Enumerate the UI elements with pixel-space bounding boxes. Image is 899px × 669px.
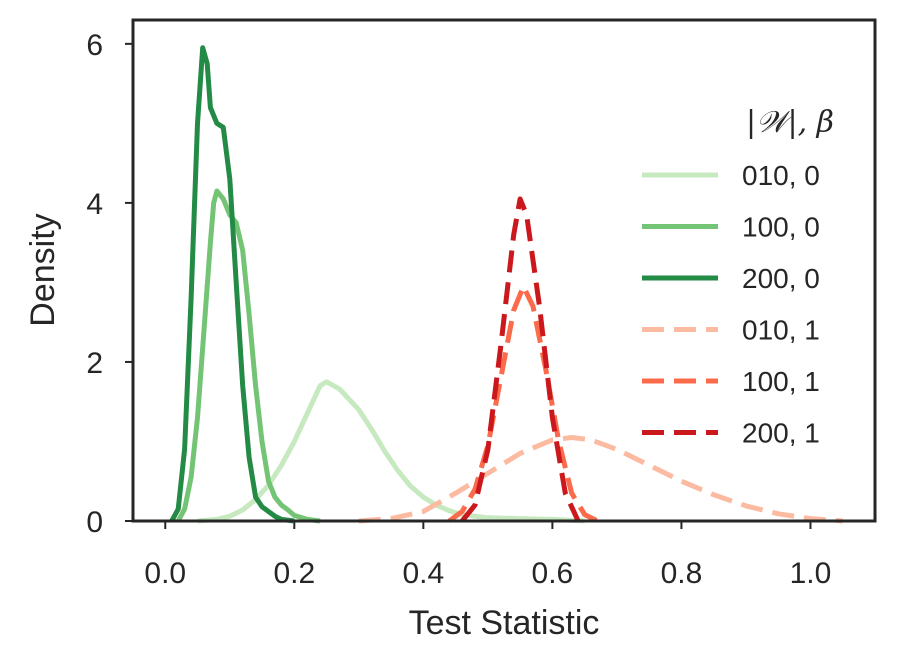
x-axis-label: Test Statistic — [409, 604, 600, 642]
legend: |𝒲|, β 010, 0 100, 0 200, 0 010, 1 100, 1 200… — [642, 105, 834, 449]
legend-label-0: 010, 0 — [742, 160, 820, 191]
series-line-3 — [358, 435, 843, 524]
y-tick-label: 4 — [86, 188, 103, 221]
y-tick-label: 6 — [86, 29, 103, 62]
x-tick-label: 0.0 — [144, 557, 186, 590]
series-line-5 — [460, 196, 581, 523]
plot-frame — [131, 18, 877, 523]
x-tick-label: 0.4 — [402, 557, 444, 590]
y-tick-label: 2 — [86, 347, 103, 380]
y-axis-label: Density — [24, 213, 62, 326]
x-tick-label: 0.6 — [532, 557, 574, 590]
x-tick-label: 1.0 — [790, 557, 832, 590]
series-line-1 — [175, 188, 321, 524]
legend-label-5: 200, 1 — [742, 418, 820, 449]
legend-label-3: 010, 1 — [742, 315, 820, 346]
series-line-4 — [447, 283, 599, 524]
legend-label-2: 200, 0 — [742, 263, 820, 294]
series-line-2 — [169, 45, 295, 524]
y-tick-label: 0 — [86, 506, 103, 539]
x-tick-label: 0.2 — [273, 557, 315, 590]
x-tick-label: 0.8 — [661, 557, 703, 590]
legend-label-1: 100, 0 — [742, 212, 820, 243]
legend-title: |𝒲|, β — [746, 105, 834, 140]
legend-label-4: 100, 1 — [742, 366, 820, 397]
ticks-layer: 0.0 0.2 0.4 0.6 0.8 1.0 0 2 4 6 — [86, 29, 831, 590]
lines-layer — [169, 45, 843, 524]
